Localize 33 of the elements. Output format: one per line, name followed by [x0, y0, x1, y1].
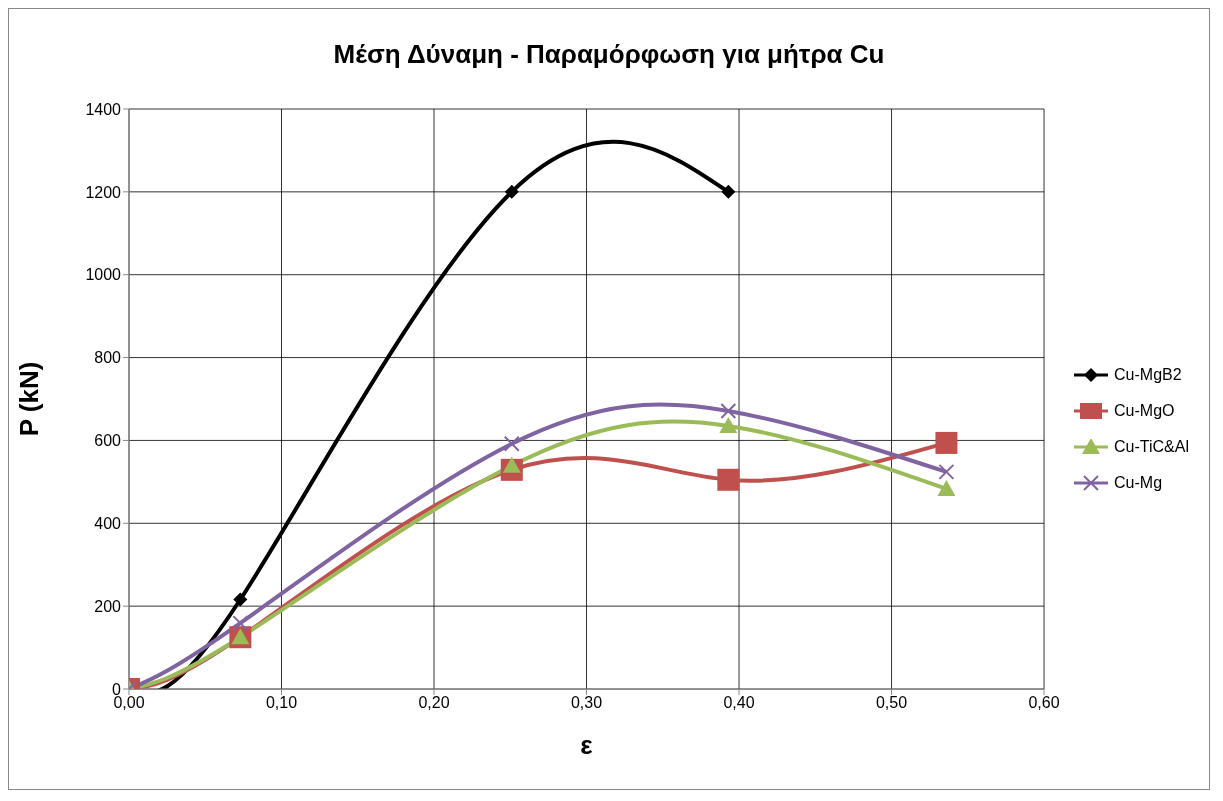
point [503, 435, 520, 452]
y-tick-label: 800 [94, 349, 122, 367]
x-tick-label: 0,30 [570, 694, 603, 712]
legend-label: Cu-TiC&Al [1114, 437, 1189, 457]
legend-label: Cu-Mg [1114, 473, 1163, 493]
x-tick-label: 0,50 [875, 694, 908, 712]
y-tick-label: 1200 [85, 183, 122, 201]
point [719, 416, 738, 433]
legend-label: Cu-MgO [1114, 401, 1175, 421]
x-tick-label: 0,60 [1028, 694, 1060, 712]
point [232, 615, 249, 632]
legend-label: Cu-MgB2 [1114, 365, 1182, 385]
point [937, 479, 956, 496]
x-tick-label: 0,20 [418, 694, 450, 712]
y-tick-label: 400 [94, 514, 122, 532]
point [938, 463, 955, 480]
x-tick-label: 0,10 [265, 694, 298, 712]
point [502, 456, 521, 473]
x-tick-label: 0,40 [723, 694, 755, 712]
y-axis-title: P (kN) [14, 361, 45, 437]
y-tick-label: 200 [94, 597, 122, 615]
chart-title: Μέση Δύναμη - Παραμόρφωση για μήτρα Cu [332, 38, 886, 71]
x-tick-label: 0,00 [113, 694, 145, 712]
point [721, 184, 736, 199]
y-tick-label: 600 [94, 432, 122, 450]
point [720, 403, 737, 420]
point [717, 468, 740, 491]
point [935, 431, 958, 454]
y-tick-label: 1000 [85, 266, 122, 284]
point [504, 184, 519, 199]
y-tick-label: 1400 [85, 100, 122, 118]
x-axis-title: ε [580, 730, 593, 760]
point [233, 592, 248, 607]
